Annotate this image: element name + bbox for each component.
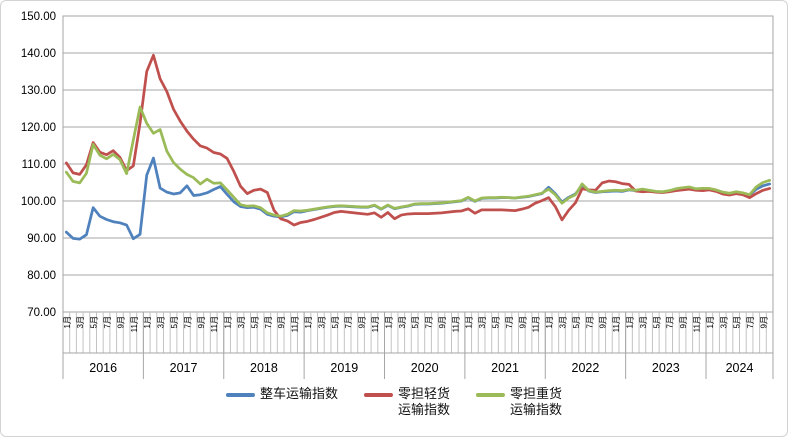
month-tick-label: 7月 (264, 316, 273, 328)
series-line-0 (64, 156, 772, 241)
year-label: 2024 (726, 361, 754, 375)
month-tick-label: 1月 (465, 316, 474, 328)
x-axis-year-labels: 2016 2017 2018 2019 2020 2021 2022 2023 2024 (89, 361, 753, 375)
month-tick-label: 11月 (130, 316, 139, 332)
month-tick-label: 7月 (746, 316, 755, 328)
month-tick-label: 9月 (679, 316, 688, 328)
month-tick-label: 5月 (572, 316, 581, 328)
month-tick-label: 9月 (277, 316, 286, 328)
month-tick-label: 9月 (116, 316, 125, 328)
y-tick-label: 80.00 (27, 270, 56, 282)
month-tick-label: 5月 (733, 316, 742, 328)
month-tick-label: 11月 (451, 316, 460, 332)
legend: 整车运输指数 零担轻货 运输指数 零担重货 运输指数 (225, 386, 562, 417)
legend-text: 零担轻货 (397, 386, 451, 401)
year-label: 2023 (652, 361, 680, 375)
month-tick-label: 5月 (331, 316, 340, 328)
month-tick-label: 5月 (170, 316, 179, 328)
y-tick-label: 140.00 (21, 48, 56, 60)
month-tick-label: 3月 (478, 316, 487, 328)
month-tick-label: 3月 (76, 316, 85, 328)
legend-text: 零担重货 (510, 386, 563, 401)
month-tick-label: 5月 (652, 316, 661, 328)
year-label: 2016 (89, 361, 117, 375)
month-tick-label: 3月 (157, 316, 166, 328)
month-tick-label: 7月 (103, 316, 112, 328)
month-tick-label: 7月 (666, 316, 675, 328)
month-tick-label: 9月 (358, 316, 367, 328)
month-tick-label: 11月 (612, 316, 621, 332)
y-tick-label: 150.00 (21, 11, 56, 23)
year-label: 2022 (572, 361, 600, 375)
month-tick-label: 5月 (90, 316, 99, 328)
month-tick-label: 11月 (532, 316, 541, 332)
legend-line-swatch-red (363, 393, 393, 397)
series-line-2 (64, 105, 772, 218)
legend-item-ltl-light-index: 零担轻货 运输指数 (363, 386, 450, 417)
month-tick-label: 7月 (425, 316, 434, 328)
legend-item-ltl-heavy-index: 零担重货 运输指数 (476, 386, 562, 417)
month-tick-label: 3月 (317, 316, 326, 328)
year-label: 2019 (330, 361, 358, 375)
series-line-1 (64, 53, 772, 227)
year-separators (62, 312, 774, 379)
legend-text: 运输指数 (397, 401, 451, 417)
x-axis-month-labels: 1月 3月 5月 7月 9月 11月 1月 3月 5月 7月 9月 11月 1月 3月 5月 7月 9月 11月 1… (63, 316, 769, 332)
y-tick-label: 90.00 (27, 233, 56, 245)
month-tick-label: 1月 (143, 316, 152, 328)
month-tick-label: 5月 (492, 316, 501, 328)
y-axis-labels: 70.00 80.00 90.00 100.00 110.00 120.00 130.00 1… (21, 11, 56, 319)
y-tick-label: 110.00 (22, 159, 56, 171)
month-tick-label: 1月 (224, 316, 233, 328)
month-tick-label: 5月 (250, 316, 259, 328)
month-tick-label: 3月 (237, 316, 246, 328)
legend-text: 整车运输指数 (259, 386, 338, 401)
y-tick-label: 100.00 (21, 196, 56, 208)
year-label: 2017 (170, 361, 198, 375)
legend-label: 零担轻货 运输指数 (398, 386, 450, 417)
y-tick-label: 120.00 (21, 122, 56, 134)
year-label: 2020 (411, 361, 439, 375)
month-tick-label: 9月 (518, 316, 527, 328)
month-tick-label: 11月 (692, 316, 701, 332)
month-tick-label: 1月 (63, 316, 72, 328)
month-tick-label: 3月 (639, 316, 648, 328)
month-tick-label: 7月 (344, 316, 353, 328)
month-tick-label: 5月 (411, 316, 420, 328)
y-tick-label: 130.00 (21, 85, 56, 97)
month-tick-label: 9月 (759, 316, 768, 328)
year-label: 2021 (491, 361, 519, 375)
month-tick-label: 3月 (398, 316, 407, 328)
month-tick-label: 9月 (197, 316, 206, 328)
month-tick-label: 1月 (384, 316, 393, 328)
month-tick-label: 1月 (545, 316, 554, 328)
month-tick-label: 7月 (183, 316, 192, 328)
legend-label: 零担重货 运输指数 (510, 386, 562, 417)
month-tick-label: 7月 (585, 316, 594, 328)
legend-text: 运输指数 (510, 401, 563, 417)
legend-item-ftl-index: 整车运输指数 (225, 386, 338, 402)
year-label: 2018 (250, 361, 278, 375)
month-tick-label: 9月 (438, 316, 447, 328)
legend-line-swatch-blue (225, 393, 255, 397)
legend-label: 整车运输指数 (260, 386, 338, 402)
y-tick-label: 70.00 (27, 307, 56, 319)
month-tick-label: 3月 (559, 316, 568, 328)
month-tick-label: 1月 (706, 316, 715, 328)
month-tick-label: 9月 (599, 316, 608, 328)
month-tick-label: 7月 (505, 316, 514, 328)
month-tick-label: 3月 (719, 316, 728, 328)
legend-line-swatch-green (476, 393, 506, 397)
month-tick-label: 11月 (371, 316, 380, 332)
month-tick-label: 1月 (625, 316, 634, 328)
month-tick-label: 11月 (210, 316, 219, 332)
month-tick-label: 11月 (291, 316, 300, 332)
month-tick-label: 1月 (304, 316, 313, 328)
y-gridlines (63, 15, 773, 313)
